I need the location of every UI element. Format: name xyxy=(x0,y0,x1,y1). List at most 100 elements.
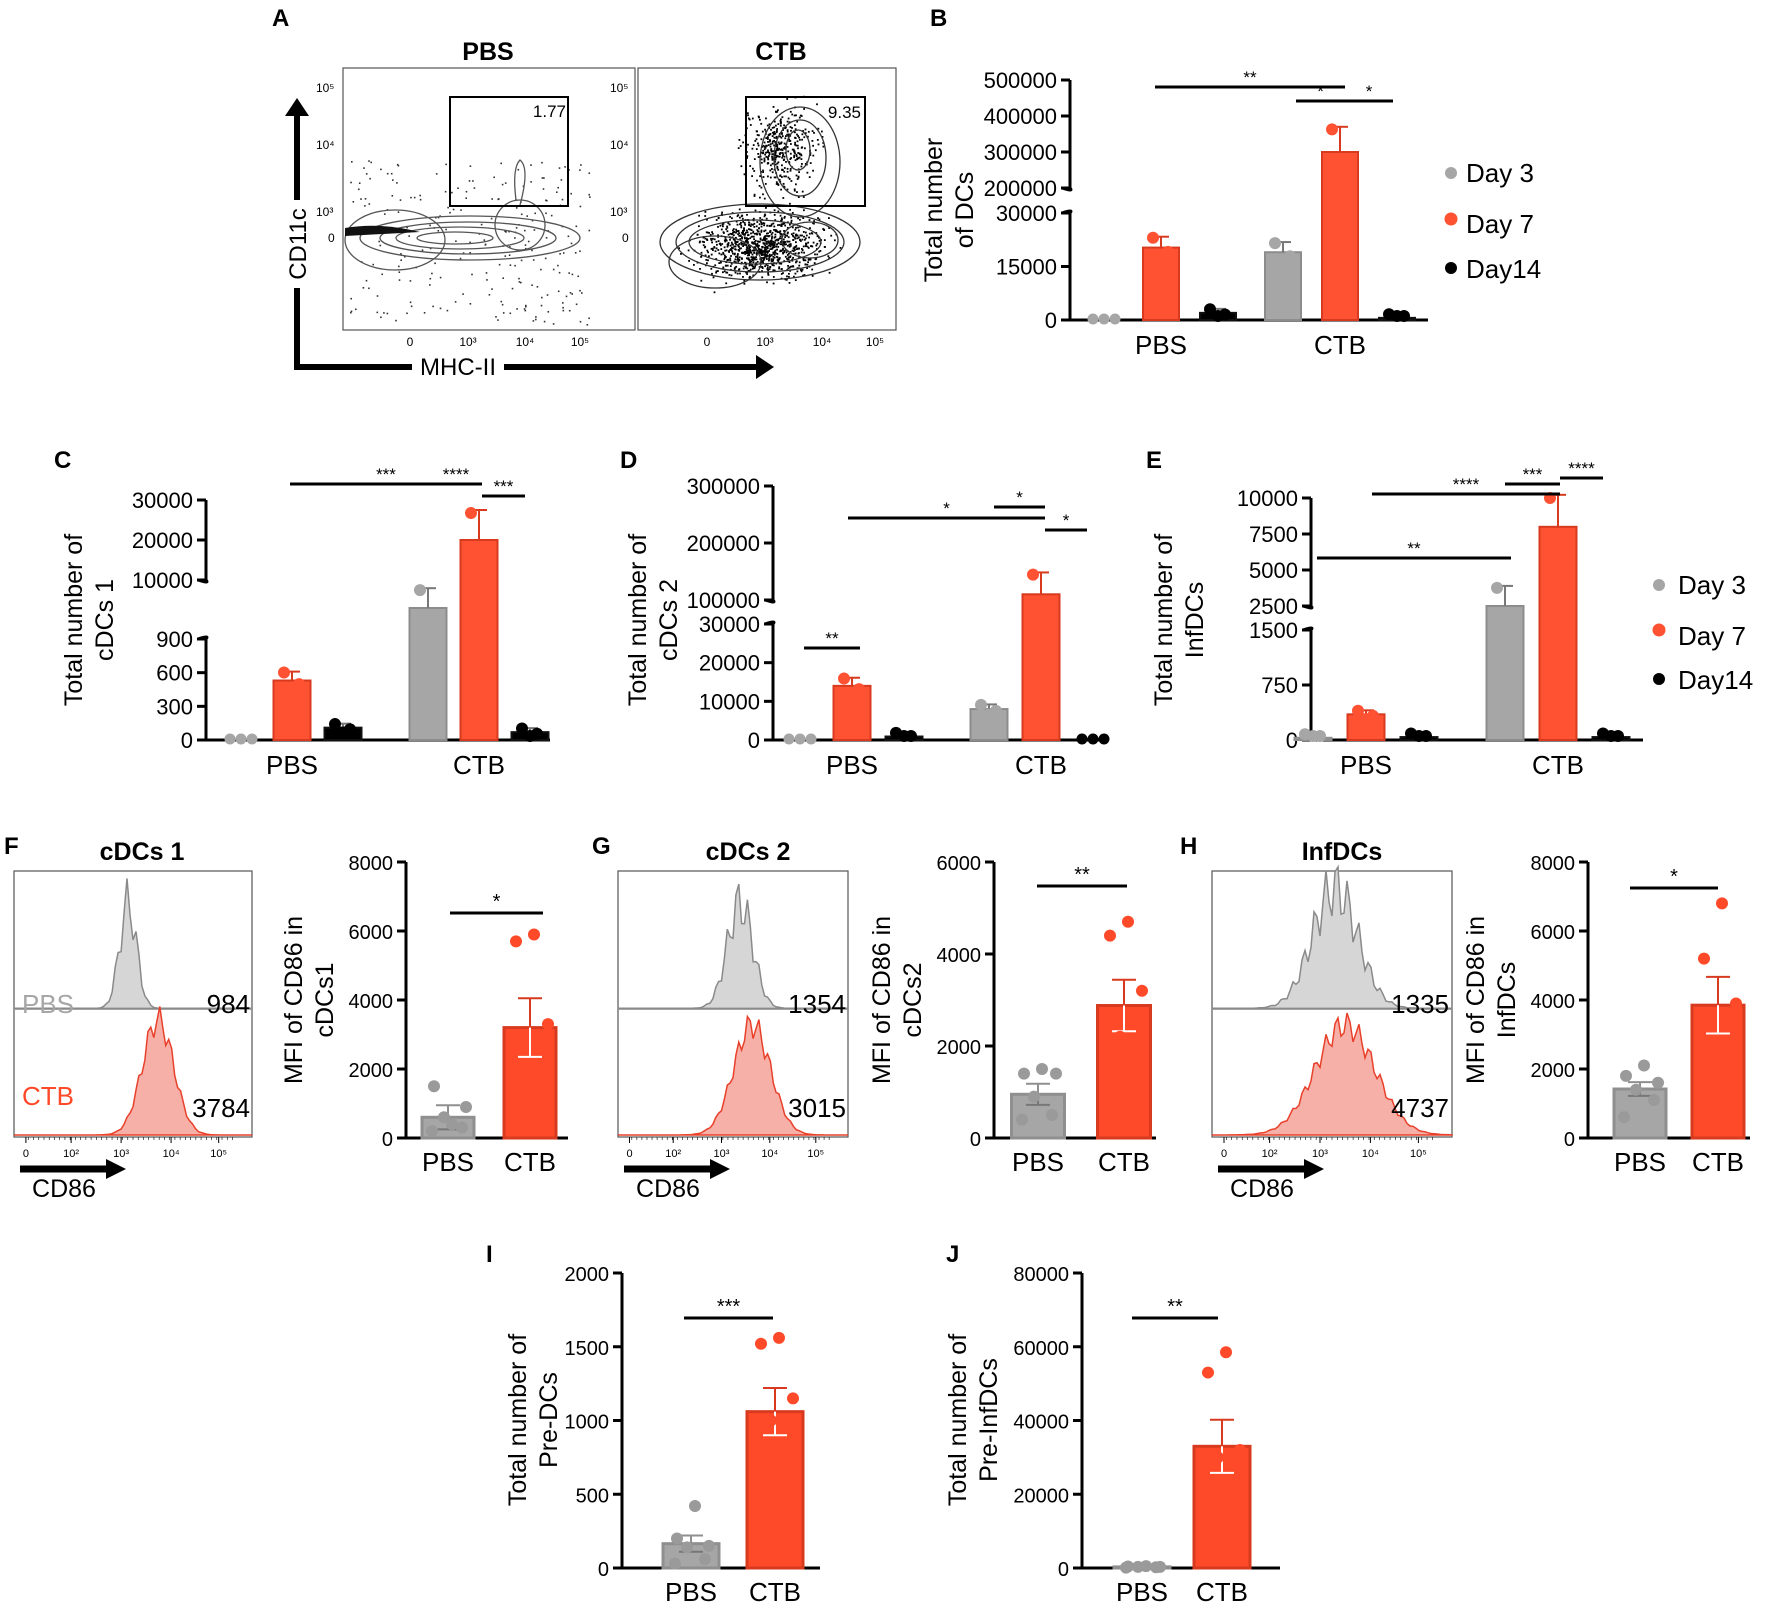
data-point xyxy=(480,546,492,558)
flow-event xyxy=(774,233,777,236)
flow-event xyxy=(789,265,792,268)
flow-event xyxy=(779,233,782,235)
flow-xtick: 10³ xyxy=(756,335,773,349)
flow-event xyxy=(787,267,790,270)
flow-event xyxy=(364,205,366,207)
flow-event xyxy=(725,238,727,241)
data-point xyxy=(755,1337,767,1350)
flow-event xyxy=(759,118,761,121)
flow-event xyxy=(500,162,502,165)
data-point xyxy=(773,1331,785,1344)
flow-ytick: 0 xyxy=(622,231,629,245)
hist-title-f: cDCs 1 xyxy=(100,838,185,866)
x-category-label: CTB xyxy=(1015,750,1067,780)
flow-event xyxy=(531,249,533,252)
flow-event xyxy=(780,262,783,265)
flow-event xyxy=(799,240,802,242)
flow-event xyxy=(804,259,807,262)
flow-event xyxy=(785,278,788,281)
flow-event xyxy=(729,244,732,247)
flow-event xyxy=(788,140,791,142)
flow-event xyxy=(816,253,819,256)
flow-event xyxy=(772,106,775,108)
flow-event xyxy=(515,227,518,229)
flow-event xyxy=(776,253,779,255)
flow-event xyxy=(757,246,760,249)
flow-event xyxy=(766,156,769,159)
flow-event xyxy=(798,156,801,159)
flow-event xyxy=(750,235,753,238)
y-tick-label: 200000 xyxy=(984,176,1057,201)
flow-event xyxy=(800,115,803,117)
flow-event xyxy=(569,292,572,294)
ylabel-e: Total number of InfDCs xyxy=(1150,534,1209,706)
legend-marker-day14 xyxy=(1653,673,1665,685)
flow-event xyxy=(782,197,785,199)
flow-event xyxy=(774,163,777,166)
flow-event xyxy=(801,163,803,165)
flow-event xyxy=(780,249,783,252)
flow-xtick: 0 xyxy=(407,335,414,349)
flow-event xyxy=(809,227,811,229)
flow-event xyxy=(770,148,773,150)
y-tick-label: 10000 xyxy=(1237,486,1298,511)
flow-event xyxy=(799,138,801,141)
flow-event xyxy=(350,310,353,313)
flow-event xyxy=(797,157,800,159)
flow-event xyxy=(746,229,748,232)
flow-event xyxy=(764,250,766,253)
data-point xyxy=(983,708,995,721)
flow-event xyxy=(778,152,781,155)
flow-event xyxy=(715,271,717,274)
flow-event xyxy=(752,265,755,268)
flow-event xyxy=(779,124,782,127)
flow-event xyxy=(540,268,542,271)
flow-event xyxy=(376,295,379,297)
flow-event xyxy=(732,234,735,237)
y-tick-label: 7500 xyxy=(1249,522,1298,547)
x-tick-label: 10² xyxy=(63,1148,79,1160)
data-point xyxy=(1234,1444,1246,1456)
flow-event xyxy=(763,159,766,162)
flow-event xyxy=(752,259,754,261)
flow-event xyxy=(771,142,774,145)
data-point xyxy=(1716,897,1728,910)
flow-event xyxy=(712,249,714,251)
flow-event xyxy=(782,155,784,157)
flow-event xyxy=(776,129,778,132)
flow-event xyxy=(721,243,724,245)
flow-event xyxy=(785,251,788,254)
flow-event xyxy=(758,240,761,243)
flow-event xyxy=(772,133,775,136)
flow-event xyxy=(709,233,712,236)
flow-ytick: 10⁵ xyxy=(610,81,628,95)
flow-event xyxy=(753,241,756,243)
flow-event xyxy=(756,243,759,245)
flow-event xyxy=(421,249,424,251)
flow-event xyxy=(752,217,755,220)
flow-event xyxy=(781,133,783,135)
flow-event xyxy=(760,254,763,256)
flow-event xyxy=(797,217,799,220)
flow-event xyxy=(386,172,389,175)
flow-event xyxy=(355,308,357,311)
flow-event xyxy=(588,229,591,232)
y-tick-label: 6000 xyxy=(349,922,394,944)
flow-ytick: 10⁵ xyxy=(316,81,334,95)
flow-event xyxy=(784,224,787,227)
flow-event xyxy=(730,249,733,251)
flow-event xyxy=(776,238,778,241)
flow-xtick: 10³ xyxy=(459,335,476,349)
flow-event xyxy=(773,168,776,171)
flow-event xyxy=(768,242,771,245)
data-point xyxy=(235,733,247,745)
flow-event xyxy=(747,252,749,255)
flow-event xyxy=(517,168,520,171)
flow-event xyxy=(722,225,724,228)
flow-event xyxy=(719,242,721,245)
flow-event xyxy=(768,123,771,126)
flow-event xyxy=(765,155,768,158)
flow-event xyxy=(817,127,820,130)
flow-event xyxy=(738,208,741,211)
